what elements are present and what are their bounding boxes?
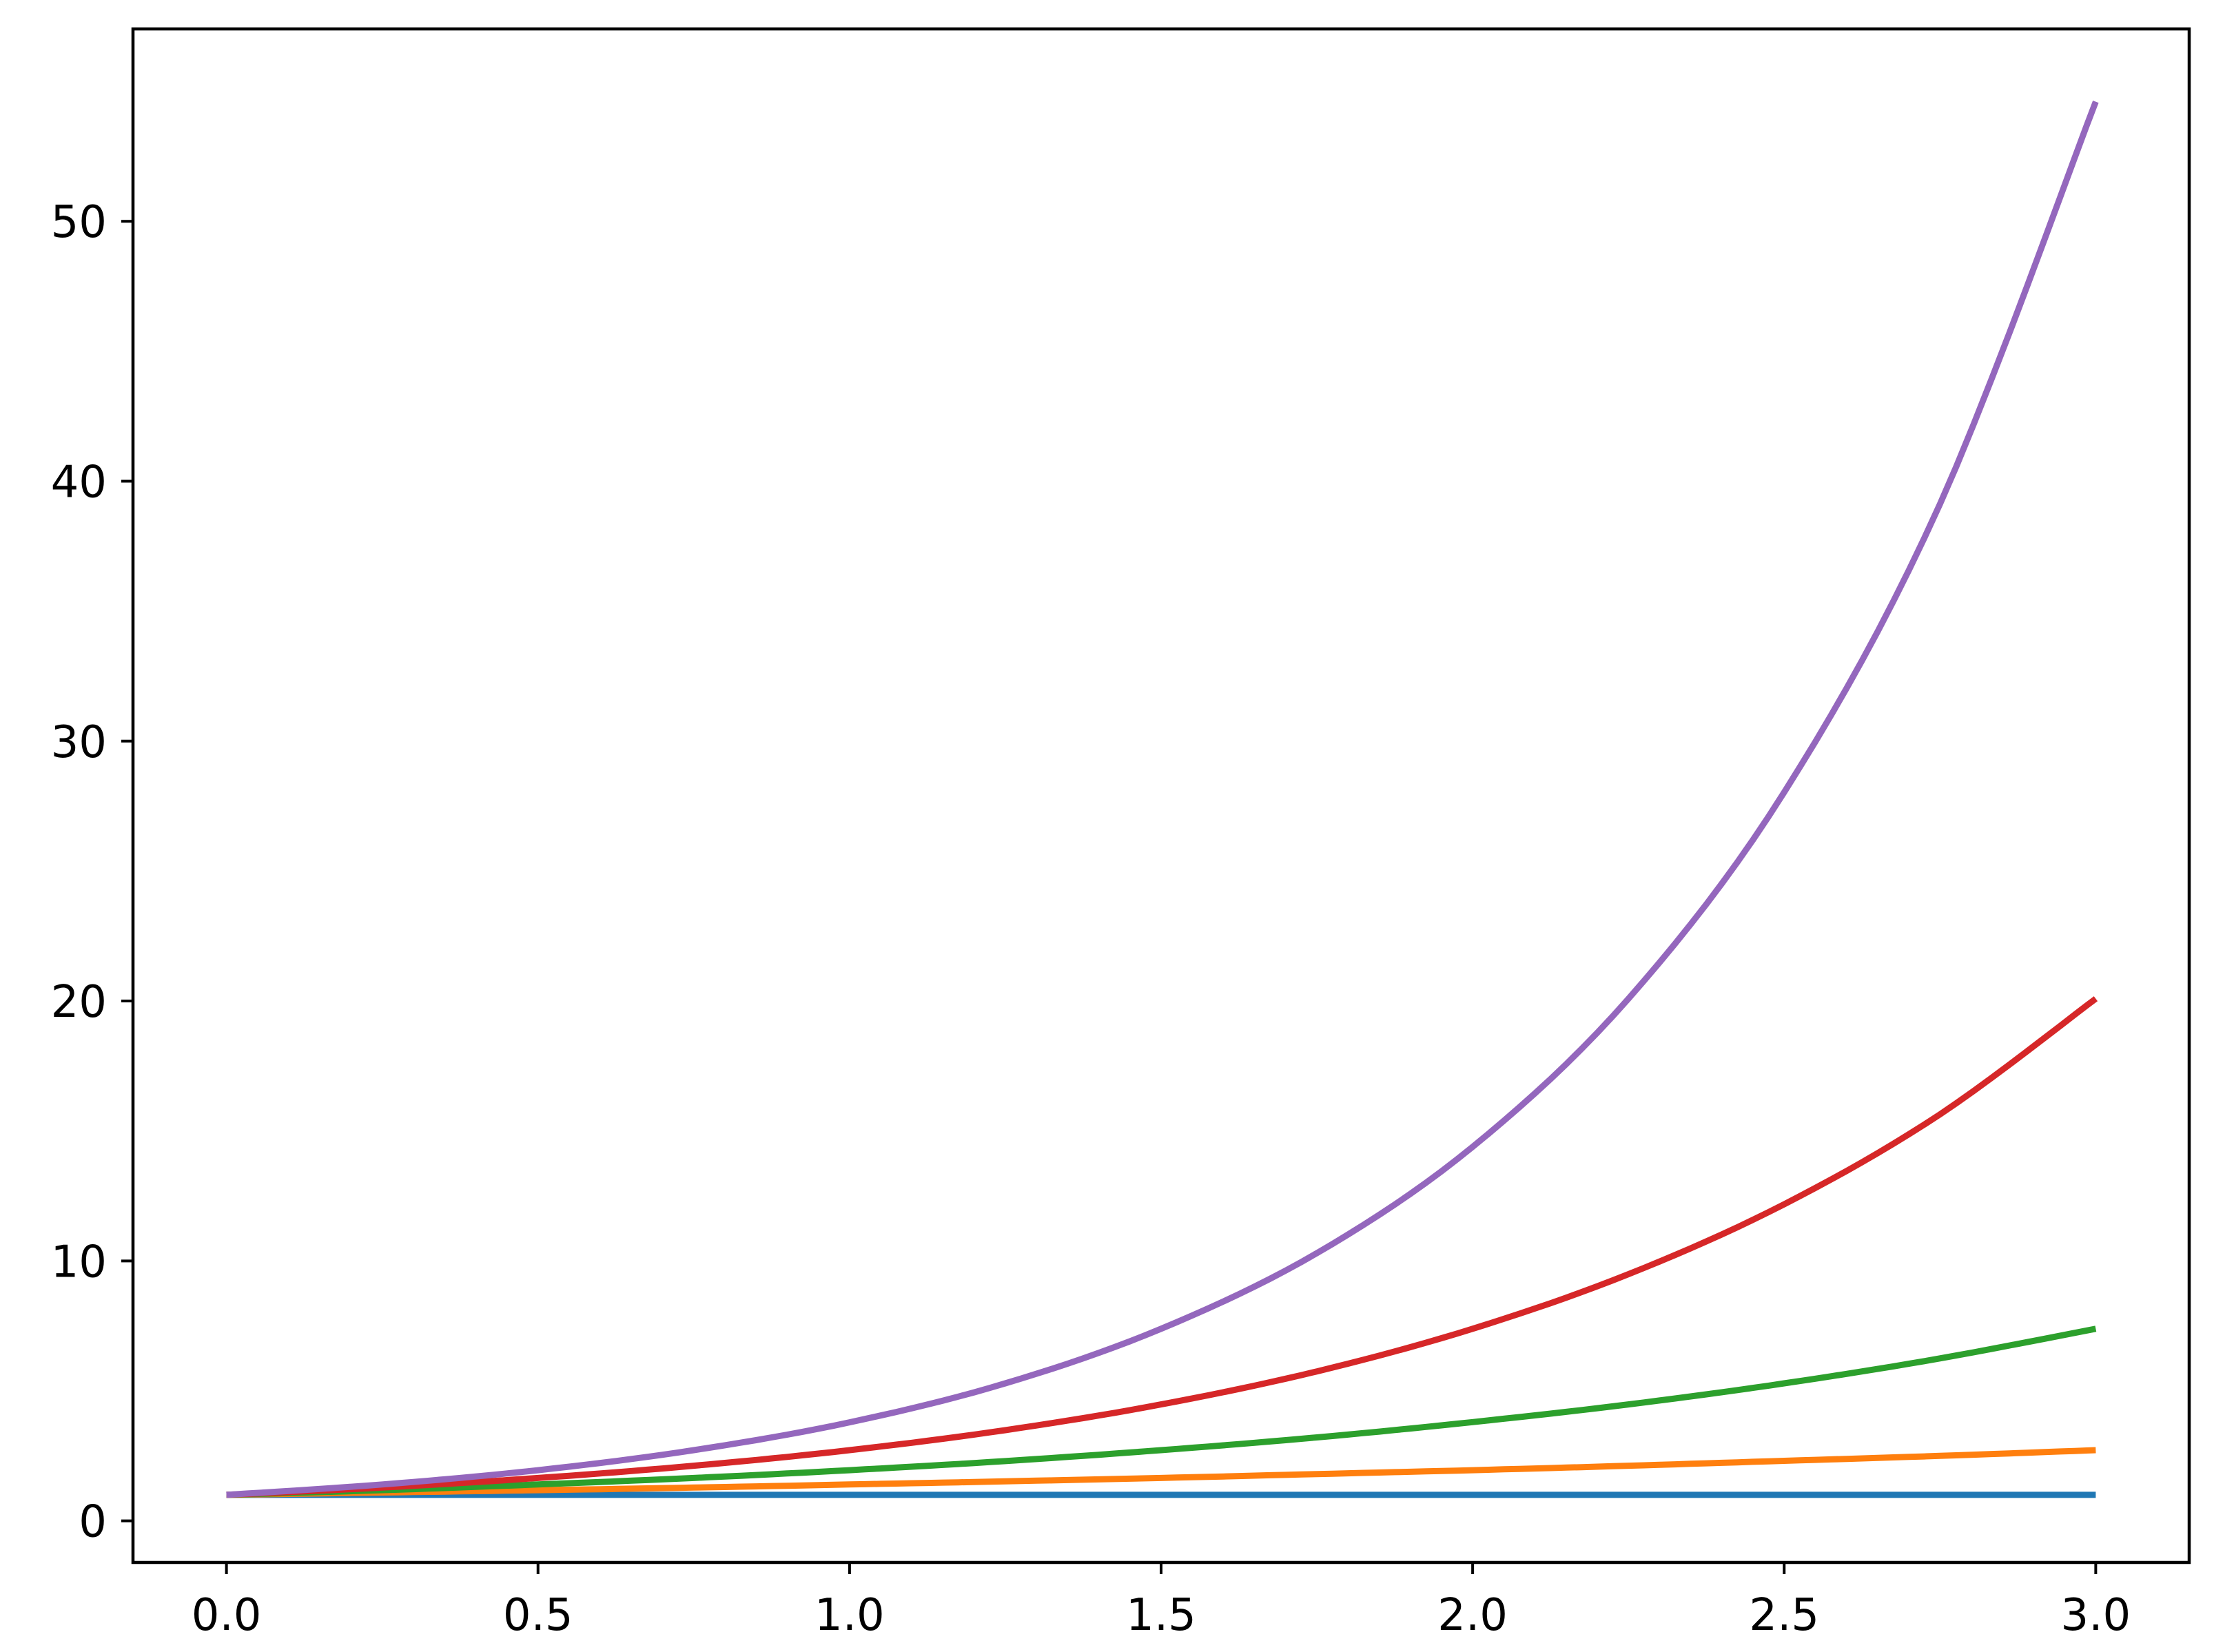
y-tick-label: 30: [51, 717, 107, 768]
series-line-3: [226, 1325, 2097, 1498]
series-layer: [226, 101, 2099, 1498]
x-tick-label: 3.0: [2060, 1590, 2131, 1641]
series-line-2: [226, 1447, 2096, 1498]
y-tick-label: 0: [79, 1497, 107, 1548]
y-tick-label: 20: [51, 977, 107, 1028]
x-tick-label: 0.0: [192, 1590, 262, 1641]
y-tick-label: 10: [51, 1237, 107, 1288]
plot-frame: [131, 27, 2191, 1565]
y-tick-label: 50: [51, 197, 107, 248]
x-tick-label: 0.5: [503, 1590, 573, 1641]
series-line-4: [226, 996, 2098, 1498]
y-tick-label: 40: [51, 457, 107, 508]
y-axis: 0 10 20 30 40 50: [51, 197, 133, 1548]
x-axis: 0.0 0.5 1.0 1.5 2.0 2.5 3.0: [192, 1562, 2131, 1641]
x-tick-label: 2.5: [1749, 1590, 1819, 1641]
x-tick-label: 2.0: [1437, 1590, 1508, 1641]
series-line-5: [226, 101, 2099, 1498]
x-tick-label: 1.0: [814, 1590, 885, 1641]
x-tick-label: 1.5: [1126, 1590, 1196, 1641]
